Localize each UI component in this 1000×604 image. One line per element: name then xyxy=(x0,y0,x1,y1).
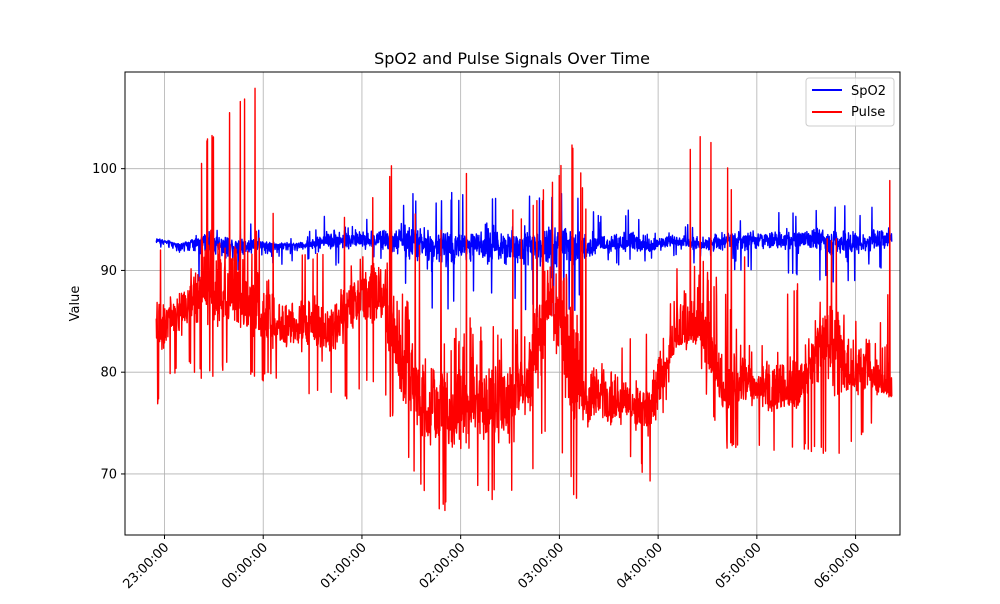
legend-label-spo2: SpO2 xyxy=(851,84,886,99)
legend: SpO2 Pulse xyxy=(805,77,895,127)
y-axis-label: Value xyxy=(68,286,83,322)
y-tick-label: 80 xyxy=(100,366,117,381)
y-tick-label: 70 xyxy=(100,467,117,482)
series-line-pulse xyxy=(155,87,893,512)
series-line-spo2 xyxy=(155,191,893,318)
y-tick-label: 100 xyxy=(92,162,117,177)
legend-label-pulse: Pulse xyxy=(851,105,885,120)
series-layer xyxy=(155,87,893,512)
plot-frame xyxy=(124,71,901,536)
y-axis: 70 80 90 100 xyxy=(92,162,125,482)
chart-title: SpO2 and Pulse Signals Over Time xyxy=(374,49,650,68)
y-tick-label: 90 xyxy=(100,264,117,279)
